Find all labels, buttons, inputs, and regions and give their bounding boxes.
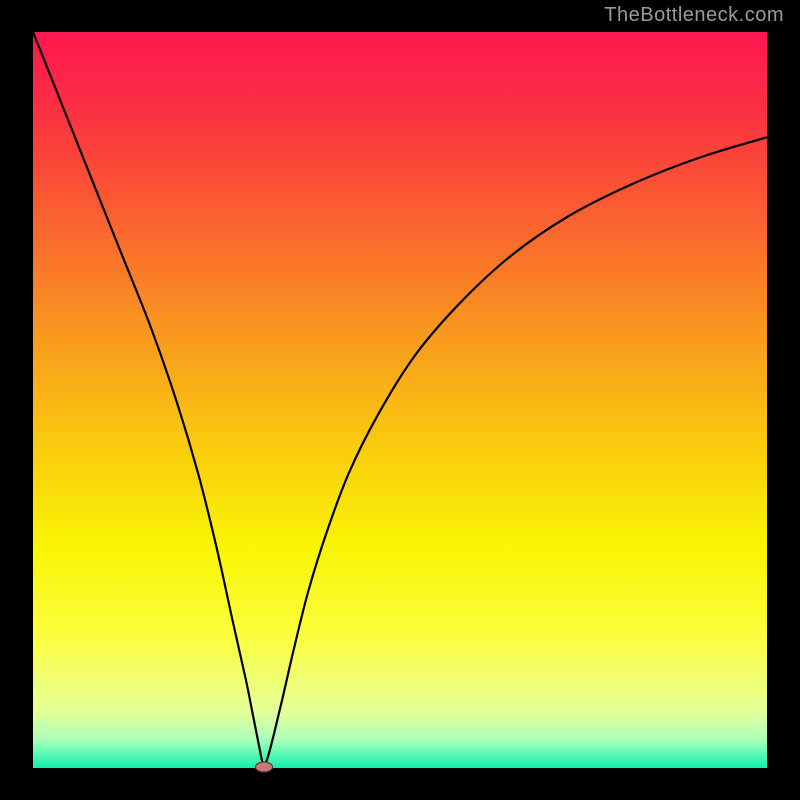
minimum-marker xyxy=(255,761,273,772)
curve-path xyxy=(33,32,767,767)
watermark: TheBottleneck.com xyxy=(604,4,784,27)
bottleneck-curve xyxy=(33,32,767,768)
plot-area xyxy=(33,32,767,768)
